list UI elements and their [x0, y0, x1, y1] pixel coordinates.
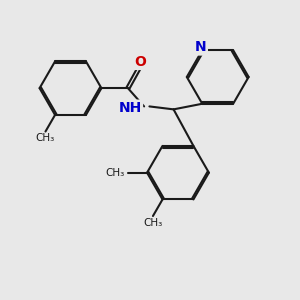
Text: CH₃: CH₃	[143, 218, 163, 228]
Text: O: O	[134, 55, 146, 69]
Text: N: N	[195, 40, 207, 54]
Text: CH₃: CH₃	[36, 133, 55, 143]
Text: CH₃: CH₃	[106, 168, 125, 178]
Text: NH: NH	[118, 101, 142, 115]
